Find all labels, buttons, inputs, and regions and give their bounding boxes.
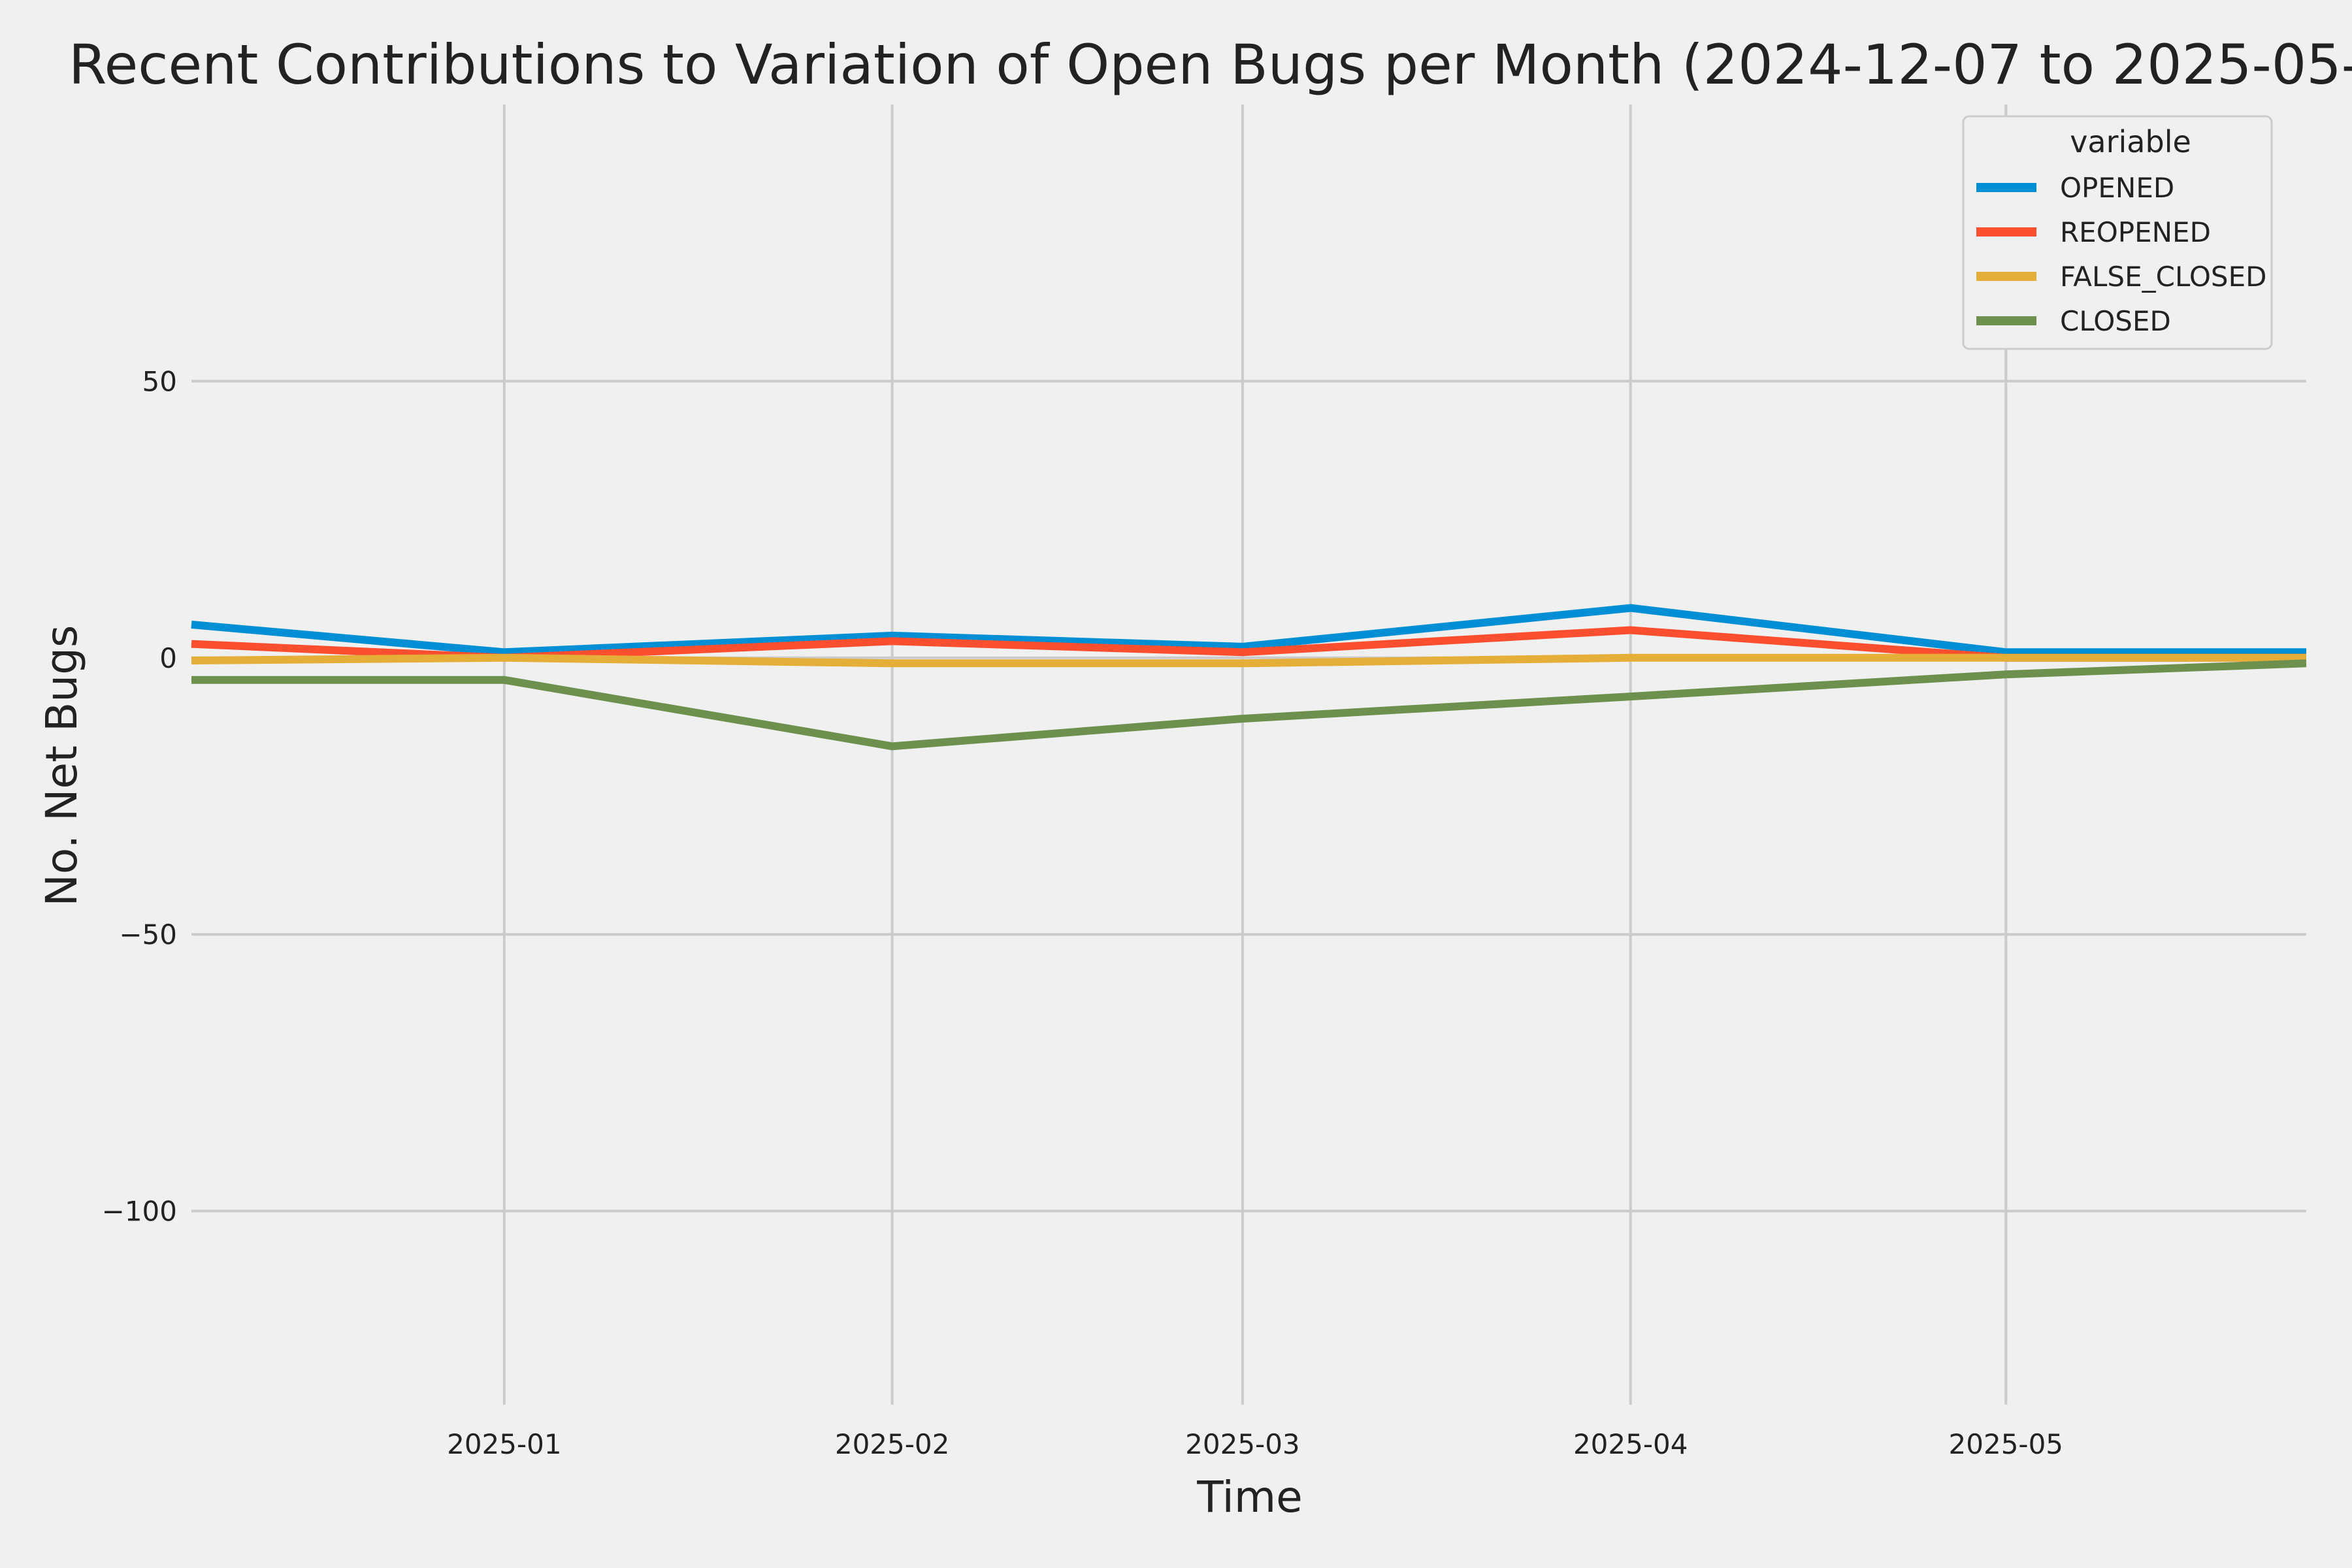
legend-items: OPENED REOPENED FALSE_CLOSED CLOSED (1976, 172, 2266, 337)
y-tick-label: −100 (102, 1196, 177, 1228)
y-tick-label: −50 (119, 919, 177, 951)
legend-box (1962, 115, 2273, 350)
legend-label-reopened: REOPENED (2060, 216, 2211, 248)
y-axis-label: No. Net Bugs (37, 625, 87, 907)
x-tick-labels: 2025-01 2025-02 2025-03 2025-04 2025-05 (447, 1428, 2063, 1460)
x-gridlines (502, 105, 2008, 1405)
x-tick-label: 2025-03 (1185, 1428, 1300, 1460)
series-line-opened (191, 604, 2306, 657)
legend-title: variable (2070, 124, 2191, 159)
y-tick-label: 50 (142, 365, 177, 397)
y-tick-label: 0 (159, 642, 177, 674)
x-tick-label: 2025-01 (447, 1428, 562, 1460)
chart-title: Recent Contributions to Variation of Ope… (69, 33, 2352, 97)
x-axis-label: Time (1196, 1472, 1303, 1522)
x-tick-label: 2025-05 (1949, 1428, 2064, 1460)
series-line-closed (191, 659, 2307, 751)
series-line-false-closed (191, 653, 2306, 668)
y-tick-labels: 50 0 −50 −100 (102, 365, 177, 1227)
x-tick-label: 2025-02 (835, 1428, 950, 1460)
legend: variable OPENED REOPENED FALSE_CLOSED CLOSE… (1962, 115, 2273, 350)
legend-label-closed: CLOSED (2060, 305, 2171, 337)
legend-label-false-closed: FALSE_CLOSED (2060, 261, 2266, 293)
x-tick-label: 2025-04 (1573, 1428, 1688, 1460)
legend-label-opened: OPENED (2060, 172, 2174, 204)
series-lines (191, 604, 2307, 751)
